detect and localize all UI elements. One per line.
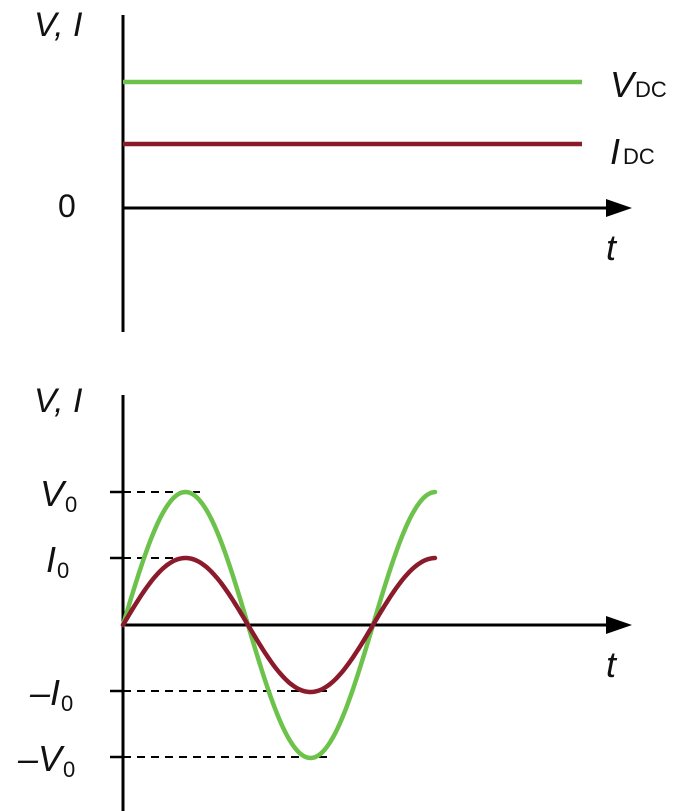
ac-x-axis-arrow bbox=[606, 616, 632, 634]
ac-x-axis-label: t bbox=[606, 644, 618, 685]
ac-voltage-curve bbox=[120, 489, 438, 761]
ac-y-axis-label: V, I bbox=[34, 382, 83, 420]
ac-i0-label: I0 bbox=[46, 539, 69, 583]
ac-current-curve bbox=[120, 555, 438, 695]
dc-x-axis-arrow bbox=[606, 199, 632, 217]
dc-zero-label: 0 bbox=[58, 188, 76, 224]
dc-graph: V, I 0 t VDC I DC bbox=[34, 6, 667, 332]
dc-y-axis-label: V, I bbox=[34, 6, 83, 44]
ac-graph: V, I t V0 I0 –I0 –V0 bbox=[17, 382, 632, 811]
ac-neg-v0-label: –V0 bbox=[17, 738, 75, 782]
ac-neg-i0-label: –I0 bbox=[29, 672, 73, 716]
dc-current-label: I DC bbox=[610, 131, 655, 172]
dc-voltage-label: VDC bbox=[610, 64, 667, 105]
dc-x-axis-label: t bbox=[606, 227, 618, 268]
ac-v0-label: V0 bbox=[40, 473, 77, 517]
